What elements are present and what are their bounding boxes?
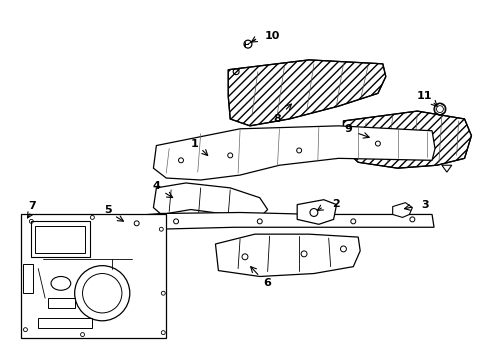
Polygon shape [48, 298, 75, 308]
Polygon shape [392, 203, 411, 217]
Polygon shape [441, 165, 451, 172]
Polygon shape [343, 111, 470, 168]
Text: 4: 4 [152, 181, 160, 191]
Text: 6: 6 [263, 278, 271, 288]
Text: 5: 5 [104, 204, 112, 215]
Text: 7: 7 [28, 201, 36, 211]
Polygon shape [21, 215, 166, 338]
Polygon shape [31, 221, 90, 257]
Text: 8: 8 [273, 114, 281, 124]
Polygon shape [153, 126, 434, 180]
Polygon shape [38, 318, 92, 328]
Polygon shape [110, 221, 126, 234]
Text: 10: 10 [264, 31, 280, 41]
Polygon shape [112, 212, 433, 231]
Polygon shape [228, 60, 385, 126]
Text: 3: 3 [420, 199, 428, 210]
Polygon shape [153, 183, 267, 217]
Text: 1: 1 [190, 139, 198, 149]
Polygon shape [35, 226, 84, 253]
Polygon shape [23, 264, 33, 293]
Polygon shape [297, 200, 336, 224]
Polygon shape [215, 234, 360, 276]
Text: 11: 11 [416, 91, 431, 101]
Text: 9: 9 [344, 124, 351, 134]
Text: 2: 2 [331, 199, 339, 209]
